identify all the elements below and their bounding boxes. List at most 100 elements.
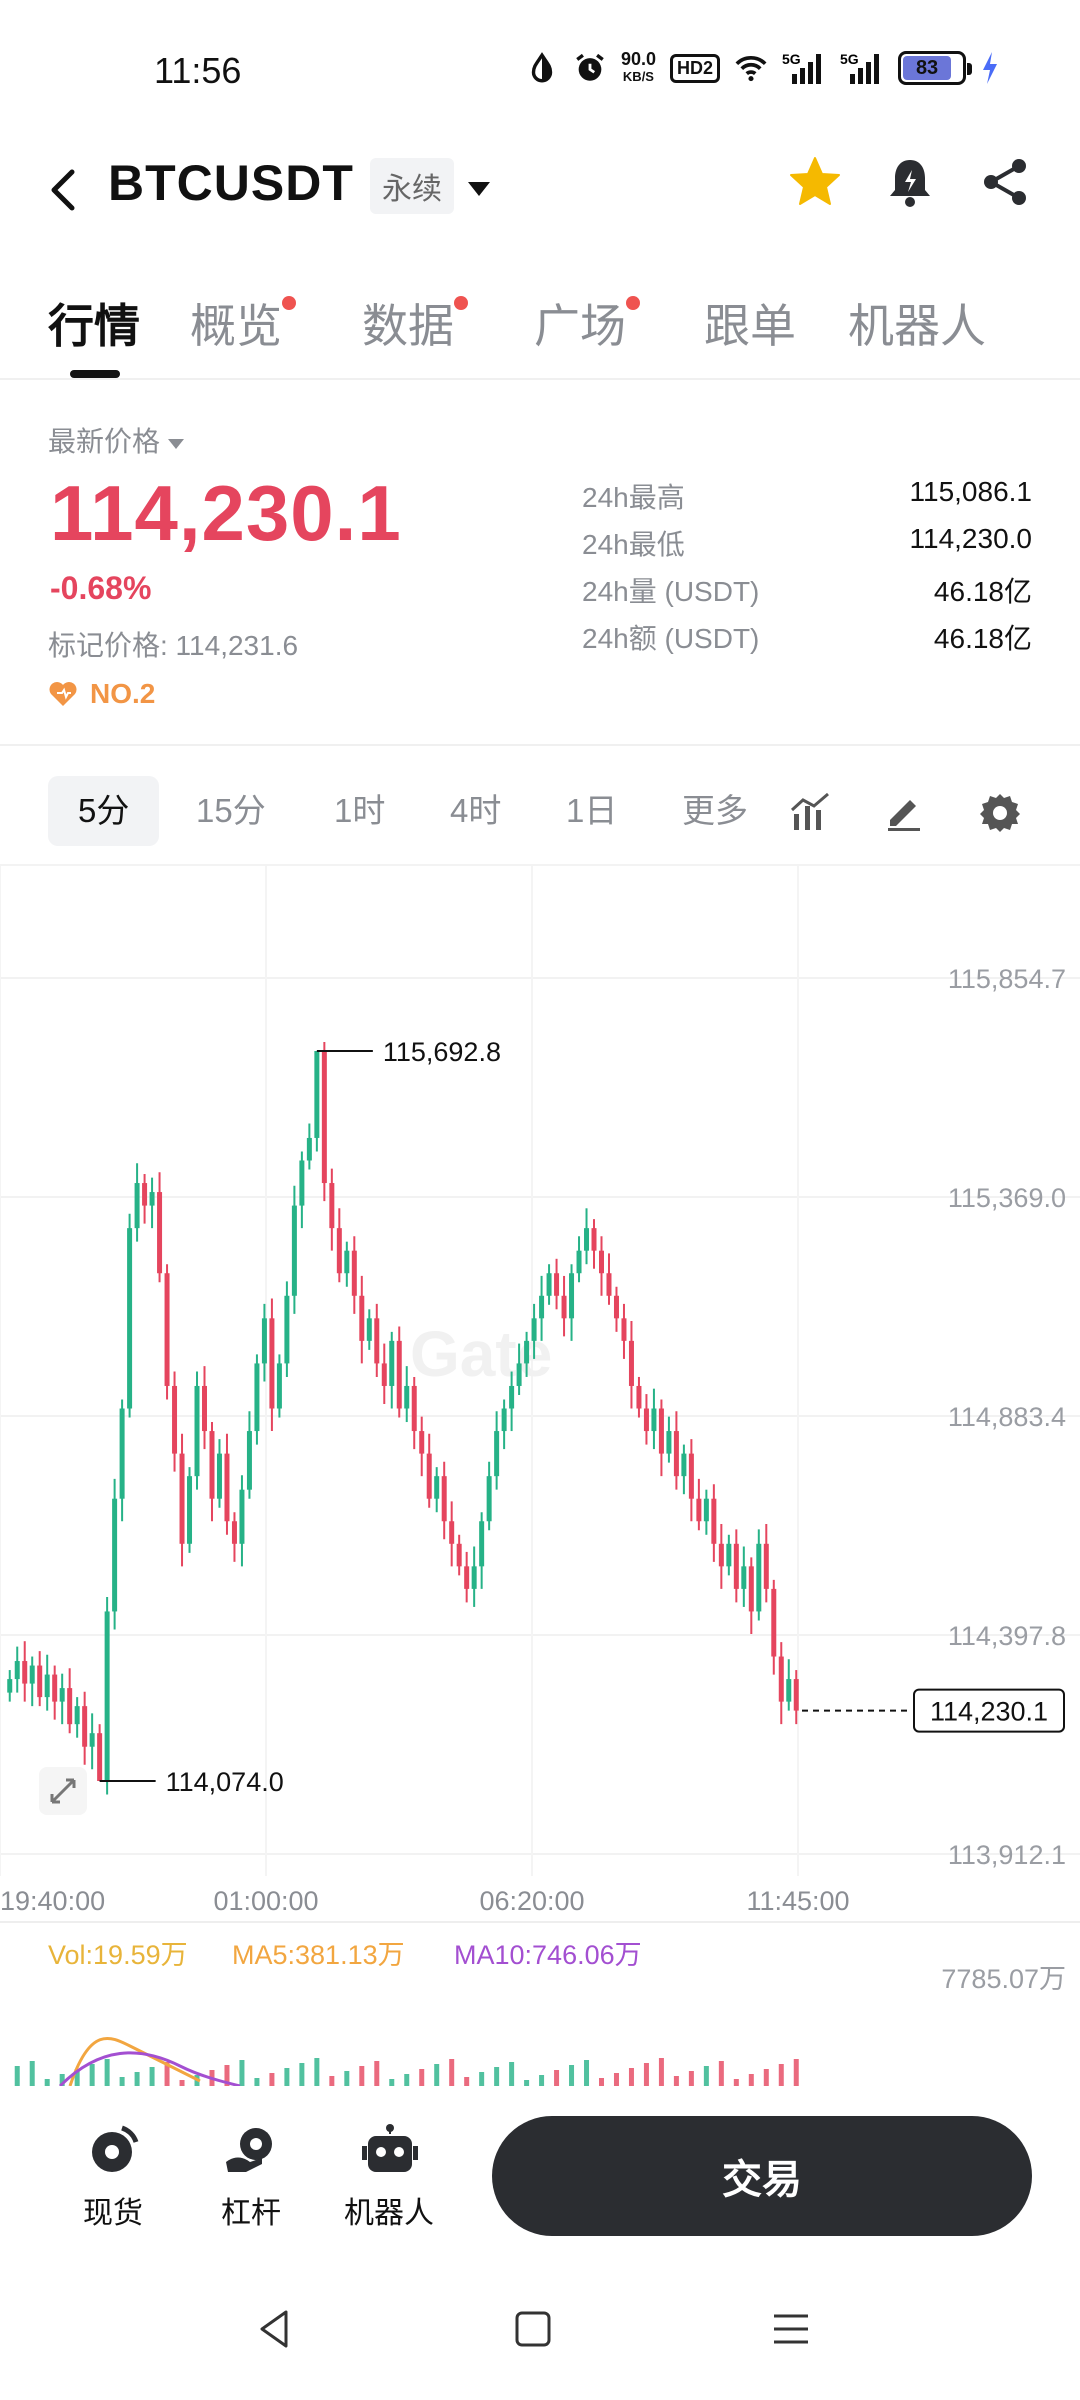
candle-body [643, 1408, 649, 1432]
candle-body [786, 1679, 792, 1702]
candle-body [291, 1205, 297, 1296]
candle-body [516, 1363, 522, 1386]
candle-body [599, 1250, 604, 1274]
status-bar: 11:56 90.0 KB/S HD2 5G 5G 83 [0, 0, 1080, 140]
candle-body [771, 1588, 777, 1657]
nav-menu-icon[interactable] [766, 2304, 816, 2354]
candle-body [44, 1674, 50, 1698]
interval-15m[interactable]: 15分 [196, 792, 266, 829]
price-alert-icon[interactable] [880, 152, 940, 212]
candle-body [329, 1183, 335, 1229]
volume-bar [344, 2071, 350, 2086]
back-icon[interactable] [44, 160, 84, 220]
candle-body [306, 1137, 312, 1161]
status-time: 11:56 [154, 50, 242, 91]
candle-body [606, 1273, 612, 1296]
high-label: 115,692.8 [383, 1037, 501, 1067]
candle-body [569, 1273, 575, 1319]
interval-5m[interactable]: 5分 [48, 776, 160, 846]
candle-body [104, 1611, 110, 1781]
candle-body [449, 1521, 455, 1544]
tab-data[interactable]: 数据 [362, 290, 468, 356]
volume-bar [793, 2059, 799, 2086]
volume-bar [89, 2064, 95, 2086]
volume-bar [524, 2080, 530, 2086]
stat-low: 24h最低 114,230.0 [582, 523, 1032, 560]
latest-price-selector[interactable]: 最新价格 [48, 420, 185, 460]
stats-24h: 24h最高 115,086.1 24h最低 114,230.0 24h量 (USDT… [582, 476, 1032, 664]
gear-icon[interactable] [978, 790, 1022, 834]
candle-body [142, 1183, 148, 1206]
bottom-actions: 现货 杠杆 机器人 交易 [0, 2086, 1080, 2276]
tab-overview[interactable]: 概览 [190, 290, 296, 356]
candle-body [711, 1498, 717, 1544]
candle-body [434, 1476, 440, 1499]
interval-more[interactable]: 更多 [682, 792, 748, 829]
rank-badge[interactable]: NO.2 [48, 678, 155, 710]
volume-bar [778, 2064, 784, 2086]
candle-body [22, 1661, 28, 1684]
robot-button[interactable]: 机器人 [334, 2122, 444, 2232]
spot-button[interactable]: 现货 [58, 2122, 168, 2232]
volume-bar [134, 2072, 140, 2086]
candle-body [366, 1318, 372, 1341]
volume-bar [59, 2074, 65, 2086]
chevron-down-icon[interactable] [464, 174, 494, 204]
price-summary: 最新价格 114,230.1 -0.68% 标记价格: 114,231.6 NO… [0, 390, 1080, 746]
volume-bar [239, 2060, 245, 2086]
candle-body [351, 1250, 357, 1296]
kline-chart[interactable]: 115,854.7 115,369.0 114,883.4 114,397.8 113,… [0, 866, 1080, 2086]
trade-button[interactable]: 交易 [492, 2116, 1032, 2236]
kline-svg[interactable]: 115,854.7 115,369.0 114,883.4 114,397.8 113,… [0, 866, 1080, 2086]
candle-body [471, 1566, 477, 1589]
tab-square[interactable]: 广场 [534, 290, 640, 356]
candle-body [149, 1192, 155, 1206]
x-tick-label: 11:45:00 [746, 1886, 849, 1916]
share-icon[interactable] [975, 152, 1035, 212]
interval-1h[interactable]: 1时 [334, 792, 386, 829]
volume-bar [104, 2059, 110, 2086]
caret-down-icon [168, 438, 185, 449]
candle-body [539, 1295, 545, 1319]
volume-bar [763, 2069, 769, 2086]
vol-legend: Vol:19.59万 [48, 1940, 188, 1970]
x-tick-label: 01:00:00 [213, 1886, 318, 1916]
volume-bar [539, 2075, 545, 2086]
candle-body [359, 1295, 365, 1341]
nav-home-icon[interactable] [508, 2304, 558, 2354]
candle-body [246, 1431, 252, 1490]
candle-body [216, 1453, 222, 1499]
interval-1d[interactable]: 1日 [566, 792, 618, 829]
watermark-logo: Gate [410, 1318, 552, 1390]
volume-bar [584, 2060, 590, 2086]
volume-bar [464, 2077, 470, 2086]
interval-4h[interactable]: 4时 [450, 792, 502, 829]
volume-bar [299, 2063, 305, 2086]
nav-back-icon[interactable] [250, 2304, 300, 2354]
candle-body [591, 1228, 597, 1251]
tab-copy-trading[interactable]: 跟单 [704, 300, 796, 352]
volume-bar [733, 2079, 739, 2086]
volume-bar [254, 2078, 260, 2086]
draw-tool-icon[interactable] [882, 790, 926, 834]
candle-body [718, 1543, 724, 1567]
indicator-icon[interactable] [788, 790, 832, 834]
candle-body [209, 1431, 215, 1499]
x-tick-label: 06:20:00 [479, 1886, 584, 1916]
volume-bar [748, 2074, 754, 2086]
signal-label-2: 5G [840, 51, 859, 67]
candle-body [404, 1385, 410, 1409]
margin-button[interactable]: 杠杆 [196, 2122, 306, 2232]
candle-body [381, 1363, 387, 1386]
candle-body [239, 1489, 245, 1544]
volume-bar [673, 2076, 679, 2086]
star-icon[interactable] [785, 152, 845, 212]
candle-body [486, 1476, 492, 1522]
tab-bots[interactable]: 机器人 [848, 300, 986, 352]
expand-icon[interactable] [38, 1766, 88, 1816]
tab-market[interactable]: 行情 [48, 300, 140, 352]
pair-title[interactable]: BTCUSDT [108, 155, 354, 211]
last-price: 114,230.1 [50, 469, 402, 557]
data-saver-icon [531, 52, 553, 83]
candle-body [194, 1385, 200, 1477]
